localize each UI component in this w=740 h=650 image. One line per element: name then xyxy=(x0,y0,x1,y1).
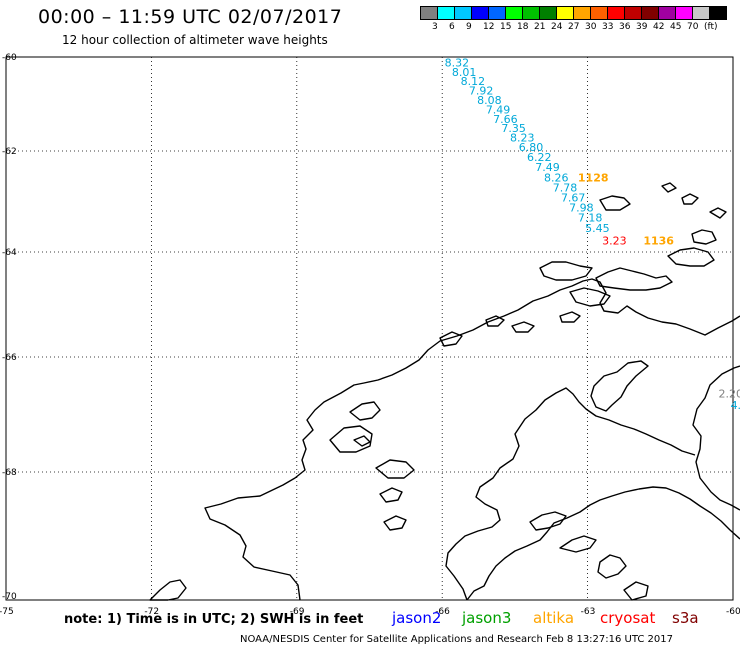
swh-value-jason: 7.67 xyxy=(561,192,586,205)
swh-value-jason: 8.08 xyxy=(477,94,502,107)
longitude-label: -69 xyxy=(290,607,305,617)
island-alexander xyxy=(149,579,187,601)
scale-swatch xyxy=(709,6,727,20)
longitude-label: -63 xyxy=(581,607,596,617)
south-coastline-2 xyxy=(466,486,740,601)
scale-label: 70 xyxy=(687,22,699,32)
scale-label: 9 xyxy=(466,22,472,32)
island-dundee xyxy=(691,229,717,245)
latitude-label: -66 xyxy=(2,353,17,363)
latitude-label: -70 xyxy=(2,592,17,602)
island-adelaide xyxy=(329,425,373,453)
swh-value-jason: 7.92 xyxy=(469,85,494,98)
latitude-label: -68 xyxy=(2,468,17,478)
island-anvers xyxy=(349,401,381,421)
swh-value-jason: 7.66 xyxy=(493,113,517,126)
island-small-11 xyxy=(353,435,371,447)
swh-value-jason: 7.49 xyxy=(486,103,511,116)
island-small-5 xyxy=(439,331,463,347)
east-coastline xyxy=(692,365,740,511)
swh-value-jason: 7.98 xyxy=(569,202,594,215)
swh-value-jason: 7.49 xyxy=(535,161,560,174)
island-small-6 xyxy=(485,315,505,327)
island-small-10 xyxy=(383,515,407,531)
swh-value-jason: 8.23 xyxy=(510,132,535,145)
inlet-4 xyxy=(623,581,649,601)
swh-value-jason: 8.12 xyxy=(461,75,486,88)
swh-value-jason: 6.22 xyxy=(527,151,552,164)
scale-label: 18 xyxy=(517,22,529,32)
coastline xyxy=(149,182,740,601)
legend-jason3: jason3 xyxy=(462,609,512,627)
color-scale-labels: 3 6 9 12 15 18 21 24 27 30 33 36 39 42 45 70 (ft) xyxy=(420,22,740,36)
island-small-4 xyxy=(709,207,727,219)
swh-value-jason: 8.01 xyxy=(452,66,477,79)
scale-label: 15 xyxy=(500,22,512,32)
legend-jason2: jason2 xyxy=(392,609,442,627)
island-small-7 xyxy=(511,321,535,333)
legend-s3a: s3a xyxy=(672,609,699,627)
scale-label: 24 xyxy=(551,22,563,32)
scale-label: 3 xyxy=(432,22,438,32)
scale-label: 33 xyxy=(602,22,614,32)
scale-label: 27 xyxy=(568,22,580,32)
map-subtitle: 12 hour collection of altimeter wave hei… xyxy=(62,33,328,47)
latitude-label: -60 xyxy=(2,53,17,63)
swh-value-jason: 7.78 xyxy=(553,181,578,194)
swh-value-jason: 6.80 xyxy=(519,141,544,154)
scale-label: 42 xyxy=(653,22,665,32)
island-small-1 xyxy=(599,195,631,211)
swh-value-cryosat: 3.23 xyxy=(602,234,627,247)
latitude-label: -64 xyxy=(2,248,17,258)
scale-label: 36 xyxy=(619,22,631,32)
swh-value-jason: 5.45 xyxy=(585,222,610,235)
longitude-label: -75 xyxy=(0,607,14,617)
map-title: 00:00 – 11:59 UTC 02/07/2017 xyxy=(38,6,343,28)
swh-value-jason: 8.26 xyxy=(544,171,569,184)
graticule: -60 -62 -64 -66 -68 -70 -75 -72 -69 -66 -63 -60 xyxy=(0,53,740,617)
peninsula-coastline xyxy=(204,278,740,601)
longitude-label: -72 xyxy=(144,607,159,617)
inlet-2 xyxy=(559,535,597,553)
observation-marks: 8.328.018.127.928.087.497.667.358.236.80… xyxy=(445,56,740,412)
credit-line: NOAA/NESDIS Center for Satellite Applica… xyxy=(240,634,673,645)
island-small-2 xyxy=(661,182,677,193)
south-coastline xyxy=(445,387,696,601)
latitude-label: -62 xyxy=(2,147,17,157)
legend-cryosat: cryosat xyxy=(600,609,656,627)
swh-value-altika: 1128 xyxy=(578,171,609,184)
longitude-label: -60 xyxy=(726,607,740,617)
swh-value-jason: 4.10 xyxy=(731,399,740,412)
island-renaud xyxy=(375,459,415,479)
inlet-1 xyxy=(529,511,567,531)
island-king-george xyxy=(595,267,673,291)
swh-value-jason: 8.32 xyxy=(445,56,470,69)
scale-label: 6 xyxy=(449,22,455,32)
scale-label: 21 xyxy=(534,22,546,32)
swh-value-jason: 7.18 xyxy=(578,212,603,225)
island-small-8 xyxy=(559,311,581,323)
swh-value-jason: 7.35 xyxy=(501,122,526,135)
map-frame xyxy=(5,56,734,601)
island-chain-2 xyxy=(569,287,611,307)
island-chain-1 xyxy=(539,261,593,281)
color-scale xyxy=(420,6,727,20)
island-small-9 xyxy=(379,487,403,503)
scale-label: 12 xyxy=(483,22,495,32)
legend-altika: altika xyxy=(533,609,575,627)
scale-label: 39 xyxy=(636,22,648,32)
footer-note: note: 1) Time is in UTC; 2) SWH is in fe… xyxy=(64,612,364,627)
island-joinville xyxy=(667,247,715,267)
scale-label: 45 xyxy=(670,22,682,32)
swh-value-gray: 2.20 xyxy=(718,387,740,400)
scale-label: 30 xyxy=(585,22,597,32)
swh-value-altika: 1136 xyxy=(643,234,674,247)
island-small-3 xyxy=(681,193,699,205)
east-inlet xyxy=(590,360,649,412)
scale-label: (ft) xyxy=(704,22,718,32)
longitude-label: -66 xyxy=(435,607,450,617)
inlet-3 xyxy=(597,554,627,579)
